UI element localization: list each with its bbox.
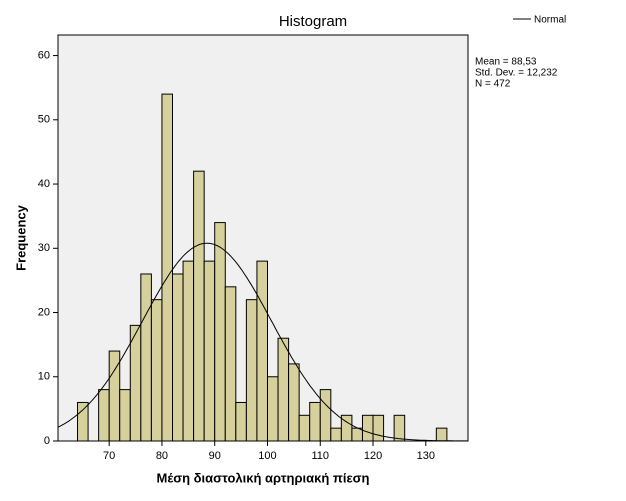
x-tick-label: 90 <box>209 450 221 462</box>
x-tick-label: 130 <box>417 450 435 462</box>
bar <box>119 389 131 442</box>
stats-label: Std. Dev. = 12,232 <box>475 68 558 79</box>
bar <box>161 93 174 442</box>
bar <box>330 427 342 442</box>
bar <box>256 260 268 442</box>
bar <box>266 376 279 442</box>
bar <box>393 414 406 442</box>
x-tick-label: 120 <box>364 450 382 462</box>
y-tick-label: 10 <box>38 371 50 383</box>
bar <box>351 427 363 442</box>
bar <box>214 222 226 442</box>
bar <box>172 273 184 442</box>
x-axis-title: Μέση διαστολική αρτηριακή πίεση <box>157 470 370 485</box>
bar <box>372 414 385 442</box>
bar <box>277 337 290 442</box>
bar <box>203 260 216 442</box>
bar <box>235 401 247 442</box>
y-tick-label: 50 <box>38 114 50 126</box>
bar <box>309 401 321 442</box>
x-tick-label: 70 <box>103 450 115 462</box>
x-tick-label: 80 <box>156 450 168 462</box>
bar <box>193 170 205 442</box>
bar <box>129 324 142 442</box>
bar <box>140 273 152 442</box>
y-tick-label: 20 <box>38 306 50 318</box>
bar <box>298 414 311 442</box>
bar <box>435 427 448 442</box>
normal-curve <box>57 242 468 442</box>
x-tick-label: 100 <box>258 450 276 462</box>
legend-label: Normal <box>534 15 566 26</box>
bar <box>224 286 237 442</box>
stats-label: N = 472 <box>475 79 511 90</box>
bar <box>319 389 332 442</box>
bar <box>77 401 89 442</box>
bar <box>245 299 258 442</box>
y-tick-label: 60 <box>38 49 50 61</box>
bar <box>150 299 163 442</box>
bar <box>361 414 374 442</box>
y-tick-label: 40 <box>38 178 50 190</box>
chart-title: Histogram <box>279 13 347 30</box>
y-tick-label: 0 <box>44 435 50 447</box>
bar <box>98 389 110 442</box>
stats-label: Mean = 88,53 <box>475 57 537 68</box>
bar <box>182 260 195 442</box>
y-axis-title: Frequency <box>13 204 28 271</box>
bar <box>288 363 300 442</box>
x-tick-label: 110 <box>311 450 329 462</box>
y-tick-label: 30 <box>38 242 50 254</box>
